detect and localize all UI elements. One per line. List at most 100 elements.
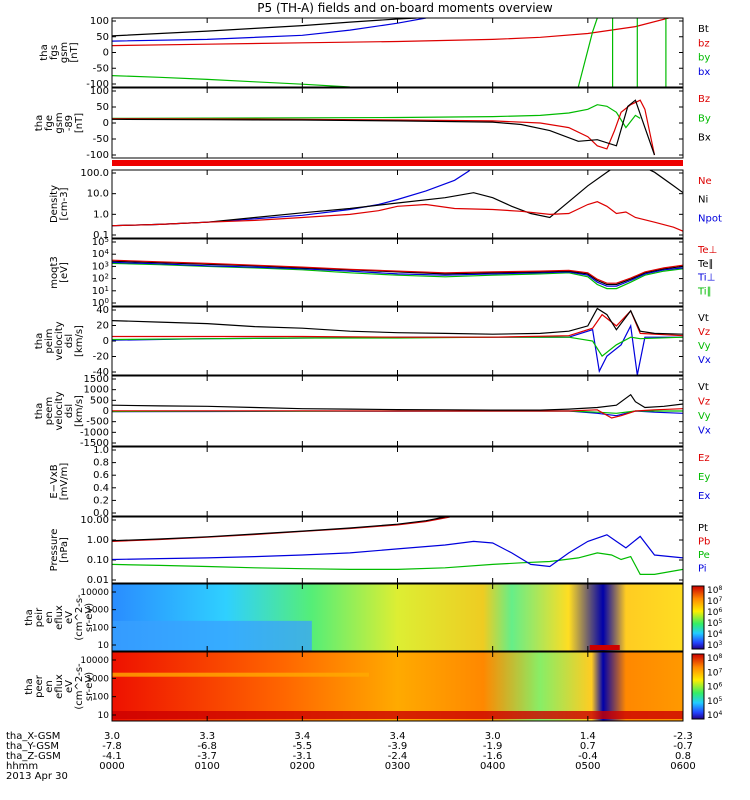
ytick-label: -1000: [80, 427, 109, 438]
ytick-label: 0.1: [93, 230, 109, 241]
ytick-label: 103: [92, 260, 109, 272]
legend-label: Pt: [698, 523, 708, 534]
series-line-bz-1: [112, 99, 656, 156]
ylabel-line: tha: [24, 609, 35, 625]
ytick-label: 500: [90, 395, 109, 406]
series-line-vy-1: [112, 336, 683, 357]
series-line-bz-1: [112, 18, 669, 47]
colorbar-tick-label: 107: [707, 596, 722, 607]
legend-label: Vz: [698, 397, 710, 408]
legend-label: Vy: [698, 411, 711, 422]
footer-value: -0.7: [673, 741, 693, 752]
footer-value: -4.1: [102, 751, 122, 762]
ylabel-line: dsl: [64, 404, 75, 418]
ylabel-line: sr-eV): [84, 603, 95, 632]
ytick-label: 1.0: [93, 445, 109, 456]
ytick-label: 1.0: [93, 209, 109, 220]
series-line-ni-1: [112, 170, 683, 227]
ylabel-line: peir: [34, 607, 45, 627]
legend-label: Te∥: [697, 259, 714, 270]
colorbar-tick-label: 106: [707, 607, 722, 618]
ytick-label: 100: [92, 623, 109, 633]
ytick-label: 100.0: [80, 168, 109, 179]
footer-value: 0200: [290, 761, 315, 772]
ylabel-line: tha: [34, 403, 45, 419]
panel-frame: [111, 169, 684, 239]
ytick-label: 1500: [84, 374, 109, 385]
ytick-label: -500: [86, 417, 109, 428]
series-group: [112, 517, 683, 576]
legend-label: By: [698, 113, 711, 124]
legend-label: Vy: [698, 341, 711, 352]
ytick-label: 10: [98, 641, 110, 651]
series-line-by-4: [577, 18, 598, 87]
footer-value: 3.3: [199, 731, 215, 742]
legend-label: Ne: [698, 176, 712, 187]
ylabel-line: -89: [64, 115, 75, 131]
ylabel-line: gsm: [54, 112, 65, 133]
footer-value: 3.0: [104, 731, 120, 742]
ytick-label: 1000: [86, 674, 109, 684]
ytick-label: 50: [96, 32, 109, 43]
footer-value: 3.0: [485, 731, 501, 742]
ytick-label: 40: [96, 305, 109, 316]
footer-value: -6.8: [197, 741, 217, 752]
legend-label: Vz: [698, 327, 710, 338]
panel-frame: [111, 306, 684, 376]
footer-value: -3.9: [388, 741, 408, 752]
colorbar-tick-label: 108: [707, 653, 722, 664]
footer-value: 0500: [575, 761, 600, 772]
panel-4: 40 20 0 -20 -40 Vt Vz Vy Vx tha peim velocity dsl [km…: [34, 305, 711, 378]
ylabel-line: eV: [64, 680, 75, 693]
ytick-label: 0.0: [93, 508, 109, 519]
ytick-label: -100: [86, 79, 109, 90]
legend-label: Pi: [698, 564, 707, 575]
red-band: [589, 645, 620, 650]
colorbar: [691, 585, 705, 650]
ylabel-line: eV: [64, 611, 75, 624]
legend-label: Ey: [698, 472, 710, 483]
series-line-bt-0: [112, 18, 417, 37]
panel-1: 100 50 0 -50 -100 Bz By Bx tha fge gsm -89 [nT]: [34, 86, 711, 161]
ylabel-line: eflux: [54, 605, 65, 630]
figure-title: P5 (TH-A) fields and on-board moments ov…: [257, 1, 553, 15]
ylabel-line: en: [44, 680, 55, 693]
colorbar: [691, 653, 705, 720]
panel-frame: [111, 446, 684, 517]
ylabel-line: (cm^2-s-: [74, 594, 85, 641]
series-line-bx-2: [112, 99, 656, 156]
ytick-label: 50: [96, 102, 109, 113]
ylabel-line: [km/s]: [74, 325, 85, 357]
ytick-label: -40: [93, 367, 109, 378]
series-line-te∥-2: [112, 260, 683, 286]
legend-label: bx: [698, 67, 710, 78]
ytick-label: 1000: [86, 606, 109, 616]
ytick-label: 100: [92, 297, 109, 309]
legend-label: Vt: [698, 313, 709, 324]
series-line-pe-0: [112, 552, 683, 576]
colorbar-tick-label: 106: [707, 682, 722, 693]
footer-value: -7.8: [102, 741, 122, 752]
ylabel-line: E−VxB: [49, 464, 60, 498]
series-line-pb-2: [112, 517, 450, 542]
ytick-label: 10.0: [87, 189, 109, 200]
ylabel-line: sr-eV): [84, 672, 95, 701]
colorbar-tick-label: 108: [707, 585, 722, 596]
ylabel-line: moqt3: [49, 256, 60, 289]
legend-label: by: [698, 53, 710, 64]
legend-label: Ti∥: [697, 286, 712, 297]
footer-row-label: tha_Z-GSM: [6, 751, 61, 762]
legend-label: Ez: [698, 453, 710, 464]
ytick-label: 0.2: [93, 495, 109, 506]
series-line-bx-2: [112, 18, 427, 42]
ytick-label: 1000: [84, 385, 109, 396]
colorbar-tick-label: 104: [707, 710, 722, 721]
series-group: [112, 99, 656, 156]
ylabel-line: [eV]: [59, 262, 70, 283]
series-line-vt-3: [112, 307, 683, 335]
ylabel-line: peim: [44, 328, 55, 353]
footer-value: 0.7: [580, 741, 596, 752]
